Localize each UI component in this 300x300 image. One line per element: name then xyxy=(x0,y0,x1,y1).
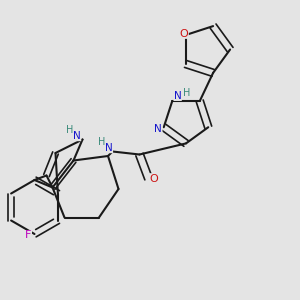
Text: H: H xyxy=(98,136,105,147)
Text: F: F xyxy=(25,230,32,241)
Text: O: O xyxy=(149,173,158,184)
Text: N: N xyxy=(154,124,162,134)
Text: O: O xyxy=(180,28,188,38)
Text: N: N xyxy=(105,143,113,153)
Text: H: H xyxy=(66,125,74,135)
Text: H: H xyxy=(183,88,190,98)
Text: N: N xyxy=(73,131,81,141)
Text: N: N xyxy=(174,91,182,101)
